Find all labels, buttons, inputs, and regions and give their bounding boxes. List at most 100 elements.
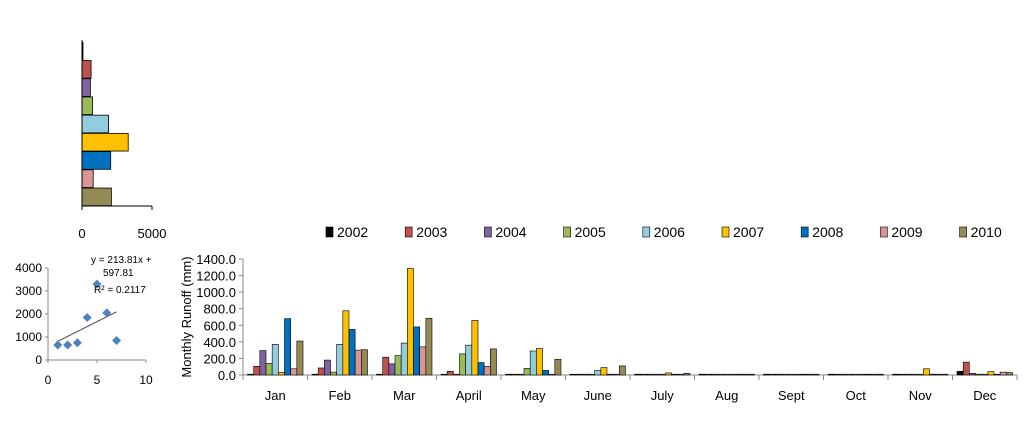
scatter-x-tick-label: 5 [94, 373, 101, 387]
scatter-chart: 0 1000 2000 3000 4000 0 5 10 y = 213.81x + 597.81… [15, 255, 153, 387]
legend-label-2006: 2006 [654, 224, 685, 240]
bar-2010-Sept [812, 373, 820, 376]
bar-2010-Nov [941, 373, 949, 376]
bar-2003-Aug [704, 373, 712, 376]
hbar-2003 [81, 60, 92, 79]
bar-2009-May [548, 373, 556, 376]
bar-2006-Sept [787, 373, 795, 376]
annual-hbar-chart: 0 5000 [78, 40, 166, 241]
legend-swatch-2007 [721, 226, 730, 238]
bar-2009-Dec [999, 371, 1007, 376]
scatter-y-tick-label: 3000 [15, 284, 42, 298]
bar-2003-April [446, 370, 454, 376]
bar-2006-Feb [336, 344, 344, 376]
bar-2009-Nov [935, 373, 943, 376]
scatter-point [92, 279, 102, 289]
bar-2003-Sept [769, 373, 777, 376]
bar-2003-Oct [833, 373, 841, 376]
scatter-r-squared: R² = 0.2117 [94, 285, 146, 296]
main-x-tick-label: Jan [265, 388, 286, 403]
bar-2007-Oct [858, 373, 866, 376]
bar-2009-April [483, 365, 491, 376]
scatter-point [53, 340, 63, 350]
bar-2002-Mar [376, 373, 383, 376]
scatter-equation-intercept: 597.81 [103, 268, 134, 279]
bar-2008-April [477, 362, 485, 376]
bar-2008-Aug [735, 373, 743, 376]
scatter-point [63, 340, 73, 350]
scatter-point [82, 312, 92, 322]
main-x-tick-label: Nov [909, 388, 933, 403]
bar-2007-Feb [342, 310, 350, 376]
hbar-2004 [81, 78, 91, 97]
bar-2002-April [440, 373, 448, 376]
bar-2003-Mar [382, 356, 390, 376]
bar-2004-Jan [259, 350, 267, 376]
legend-swatch-2008 [800, 226, 809, 238]
bar-2010-Jan [296, 340, 304, 376]
bar-2007-June [600, 367, 608, 376]
main-x-tick-label: Aug [715, 388, 738, 403]
legend-label-2002: 2002 [337, 224, 368, 240]
legend-label-2004: 2004 [495, 224, 526, 240]
bar-2004-Oct [840, 373, 847, 376]
bar-2002-July [634, 373, 641, 376]
bar-2006-Dec [981, 373, 989, 376]
bar-2008-July [671, 373, 678, 376]
bar-2010-Oct [877, 373, 884, 376]
bar-2002-Jan [247, 373, 254, 376]
legend-swatch-2009 [880, 226, 888, 238]
chart-legend: 2002 2003 2004 2005 2006 2007 2008 2009 2010 [325, 224, 1002, 240]
main-x-tick-label: April [456, 388, 482, 403]
main-y-tick-label: 800.0 [203, 302, 236, 317]
bar-2003-Dec [962, 361, 970, 376]
bar-2005-July [652, 373, 660, 376]
bar-2004-Dec [969, 373, 976, 376]
main-x-tick-label: Feb [329, 388, 351, 403]
main-y-tick-label: 1200.0 [196, 269, 236, 284]
legend-swatch-2005 [563, 226, 571, 238]
main-x-tick-label: May [521, 388, 546, 403]
bar-2003-July [640, 373, 648, 376]
bar-2008-Jan [284, 318, 291, 376]
bar-2005-Oct [846, 373, 853, 376]
main-x-tick-label: June [584, 388, 612, 403]
bar-2009-July [677, 373, 685, 376]
bar-2008-Mar [413, 326, 420, 376]
bar-2007-Nov [923, 368, 930, 376]
bar-2006-Mar [400, 342, 408, 376]
bar-2007-Mar [407, 268, 414, 376]
main-y-tick-label: 400.0 [203, 335, 236, 350]
scatter-y-tick-label: 0 [35, 353, 42, 367]
hbar-x-tick-label: 0 [78, 226, 85, 241]
monthly-runoff-chart: 2002 2003 2004 2005 2006 2007 2008 2009 2010 0.0… [179, 224, 1018, 403]
scatter-point [112, 335, 122, 345]
legend-label-2009: 2009 [891, 224, 922, 240]
bar-2005-Mar [394, 355, 402, 376]
bar-2006-Oct [852, 373, 860, 376]
legend-label-2005: 2005 [575, 224, 606, 240]
main-y-axis-title: Monthly Runoff (mm) [179, 256, 194, 377]
scatter-equation: y = 213.81x + [91, 255, 152, 266]
main-y-tick-label: 1400.0 [196, 252, 236, 267]
bar-2007-April [471, 320, 479, 376]
bar-2010-Mar [425, 317, 433, 376]
hbar-2005 [81, 96, 93, 116]
bar-2010-May [554, 358, 562, 376]
scatter-point [102, 308, 112, 318]
bar-2010-Feb [361, 349, 368, 376]
bar-2008-Nov [929, 373, 936, 376]
bar-2005-Nov [910, 373, 918, 376]
bar-2002-June [569, 373, 577, 376]
main-x-tick-label: Sept [778, 388, 805, 403]
bar-2003-Feb [317, 367, 325, 376]
bar-2009-June [612, 373, 620, 376]
bar-2005-Feb [330, 371, 337, 376]
scatter-y-tick-label: 2000 [15, 307, 42, 321]
bar-2010-April [490, 348, 497, 376]
main-x-tick-label: Dec [973, 388, 997, 403]
bar-2003-May [511, 373, 519, 376]
main-y-tick-label: 200.0 [203, 351, 236, 366]
bar-2009-Jan [290, 368, 298, 376]
